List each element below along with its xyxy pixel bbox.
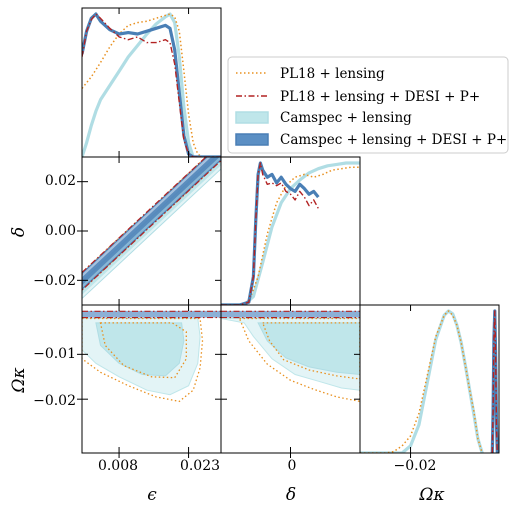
axis-ticks: [77, 8, 412, 458]
legend: PL18 + lensing PL18 + lensing + DESI + P…: [227, 56, 509, 154]
contour-omegak-epsilon-pl18-inner: [99, 322, 187, 379]
marginal-2-series-2: [360, 309, 484, 453]
marginal-curve-2-2: [360, 309, 484, 453]
marginal-0-series-1: [82, 13, 221, 157]
marginal-curve-1-1: [221, 162, 319, 305]
band-camspec-desi: [82, 157, 221, 291]
contour-delta-epsilon: [82, 157, 221, 300]
marginal-curve-1-2: [221, 161, 360, 305]
marginal-0-series-2: [82, 12, 221, 157]
tick-label-delta-y-0: 0.02: [45, 173, 76, 189]
panel-bg-0-0: [82, 8, 221, 157]
tick-label-epsilon-1: 0.023: [180, 458, 220, 474]
contour-omegak-delta-pl18-inner: [261, 322, 360, 380]
contour-omegak-delta: [221, 310, 360, 403]
panel-contents: [82, 12, 499, 453]
marginal-curve-2-1: [491, 310, 498, 453]
legend-swatch-camspec: [235, 111, 269, 124]
panel-frame-2-2: [359, 304, 500, 454]
marginal-1-series-1: [221, 162, 319, 305]
tick-label-delta-y-1: 0.00: [45, 223, 76, 239]
contour-omegak-epsilon-pl18-outer: [82, 317, 204, 403]
tick-label-omegak-x-0: −0.02: [394, 458, 437, 474]
axis-label-omegak-y: Ωκ: [9, 367, 29, 393]
legend-label-camspec-desi: Camspec + lensing + DESI + P+: [280, 132, 507, 148]
contour-omegak-epsilon-camspec-desi: [82, 310, 221, 318]
contour-omegak-delta-pl18-outer: [238, 317, 360, 403]
marginal-curve-0-0: [82, 13, 221, 157]
tick-label-omegak-y-1: −0.02: [33, 393, 76, 409]
marginal-2-series-1: [491, 310, 498, 453]
axis-label-delta-y: δ: [9, 227, 29, 237]
contour-omegak-epsilon: [82, 310, 221, 403]
tick-label-delta-x-0: 0: [288, 458, 297, 474]
band-pl18-desi: [82, 157, 221, 291]
tick-label-omegak-y-0: −0.01: [33, 346, 76, 362]
contour-omegak-delta-camspec-desi: [221, 310, 360, 318]
marginal-curve-0-2: [82, 12, 221, 157]
legend-label-camspec: Camspec + lensing: [280, 110, 412, 126]
marginal-curve-0-1: [82, 13, 221, 157]
tick-label-epsilon-0: 0.008: [98, 458, 138, 474]
axis-label-epsilon-x: ϵ: [147, 485, 157, 505]
legend-label-pl18-desi: PL18 + lensing + DESI + P+: [280, 89, 480, 105]
legend-label-pl18: PL18 + lensing: [280, 66, 385, 82]
axis-label-delta-x: δ: [286, 485, 296, 505]
axis-label-omegak-x: Ωκ: [418, 485, 444, 505]
contour-omegak-epsilon-camspec-inner: [95, 322, 185, 377]
band-camspec-desi-inner: [82, 157, 220, 286]
marginal-0-series-0: [82, 13, 221, 157]
legend-frame: [227, 56, 509, 154]
tick-label-delta-y-2: −0.02: [33, 273, 76, 289]
panel-bg-1-1: [221, 157, 360, 305]
legend-swatch-camspec-desi: [235, 133, 269, 146]
marginal-1-series-2: [221, 161, 360, 305]
contour-omegak-delta-camspec-inner: [257, 322, 360, 376]
